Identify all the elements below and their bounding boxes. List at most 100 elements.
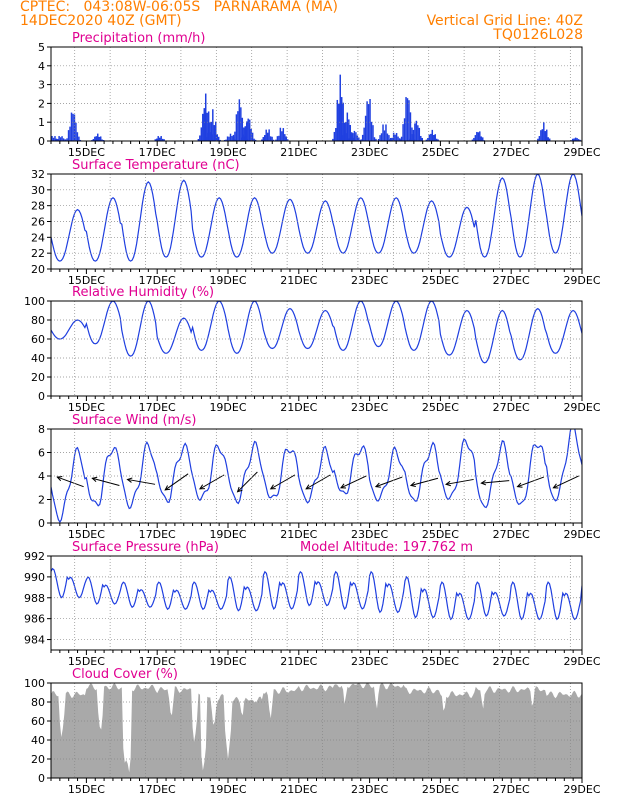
precip-bar bbox=[204, 93, 207, 141]
y-tick-label: 992 bbox=[24, 550, 45, 563]
precip-bar bbox=[287, 139, 289, 141]
precip-bar bbox=[235, 114, 238, 141]
precip-bar bbox=[281, 131, 283, 141]
wind-arrow-head bbox=[374, 482, 381, 488]
x-tick-label: 29DEC bbox=[563, 528, 600, 541]
precip-bar bbox=[418, 127, 421, 141]
x-tick-label: 17DEC bbox=[139, 783, 176, 796]
precip-bar bbox=[537, 138, 539, 141]
wind-arrow bbox=[410, 477, 439, 486]
precip-bar bbox=[335, 128, 337, 141]
precip-bar bbox=[579, 139, 581, 141]
precip-bar bbox=[338, 103, 340, 141]
wind-arrow-head bbox=[126, 477, 133, 483]
precip-bar bbox=[56, 139, 59, 141]
series-line bbox=[51, 567, 582, 621]
y-tick-label: 40 bbox=[31, 352, 45, 365]
precip-bar bbox=[474, 135, 477, 141]
x-tick-label: 29DEC bbox=[563, 274, 600, 287]
y-tick-label: 100 bbox=[24, 295, 45, 308]
wind-arrow-head bbox=[339, 483, 346, 489]
chart-annotation: Model Altitude: 197.762 m bbox=[300, 540, 473, 555]
wind-arrow-head bbox=[56, 475, 63, 482]
y-tick-label: 0 bbox=[38, 390, 45, 403]
precip-bar bbox=[206, 137, 208, 141]
precip-bar bbox=[346, 112, 349, 141]
y-tick-label: 40 bbox=[31, 734, 45, 747]
precip-bar bbox=[197, 139, 200, 141]
precip-bar bbox=[361, 134, 364, 141]
precip-bar bbox=[248, 119, 251, 141]
precip-bar bbox=[70, 112, 73, 141]
wind-arrow bbox=[199, 474, 225, 490]
precip-bar bbox=[61, 136, 63, 141]
precip-bar bbox=[232, 134, 235, 141]
x-tick-label: 23DEC bbox=[351, 146, 388, 159]
y-tick-label: 4 bbox=[38, 60, 45, 73]
precip-bar bbox=[99, 136, 102, 141]
precip-bar bbox=[55, 139, 57, 141]
precip-bar bbox=[223, 139, 226, 141]
series-group bbox=[51, 301, 582, 364]
precip-bar bbox=[333, 131, 336, 141]
x-tick-label: 21DEC bbox=[280, 401, 317, 414]
precip-bar bbox=[254, 139, 257, 141]
precip-bar bbox=[203, 108, 205, 141]
header-right-1: Vertical Grid Line: 40Z bbox=[426, 13, 583, 29]
precip-bar bbox=[92, 138, 95, 141]
x-tick-label: 17DEC bbox=[139, 146, 176, 159]
precip-bar bbox=[157, 136, 159, 141]
precip-bar bbox=[538, 136, 541, 141]
series-group bbox=[51, 567, 582, 621]
precip-bar bbox=[101, 139, 103, 141]
x-tick-label: 27DEC bbox=[493, 783, 530, 796]
y-tick-label: 28 bbox=[31, 200, 45, 213]
precip-bar bbox=[388, 135, 390, 141]
precip-bar bbox=[266, 132, 269, 141]
precip-bar bbox=[433, 135, 435, 141]
wind-arrow bbox=[127, 478, 156, 485]
x-tick-label: 21DEC bbox=[280, 146, 317, 159]
x-tick-label: 15DEC bbox=[68, 528, 105, 541]
precip-bar bbox=[285, 136, 287, 141]
header-right-2: TQ0126L028 bbox=[493, 27, 583, 43]
wind-arrow bbox=[481, 480, 510, 484]
chart-title: Surface Wind (m/s) bbox=[72, 413, 196, 428]
y-tick-label: 100 bbox=[24, 677, 45, 690]
y-tick-label: 30 bbox=[31, 184, 45, 197]
y-tick-label: 2 bbox=[38, 97, 45, 110]
precip-bar bbox=[367, 104, 370, 141]
precip-bar bbox=[411, 134, 413, 141]
y-tick-label: 6 bbox=[38, 447, 45, 460]
x-tick-label: 27DEC bbox=[493, 274, 530, 287]
precip-bar bbox=[210, 121, 213, 141]
precip-bar bbox=[389, 137, 392, 141]
x-tick-label: 21DEC bbox=[280, 528, 317, 541]
y-tick-label: 0 bbox=[38, 135, 45, 148]
precip-bar bbox=[58, 136, 60, 141]
x-tick-label: 15DEC bbox=[68, 401, 105, 414]
header-line-2: 14DEC2020 40Z (GMT) bbox=[20, 13, 182, 29]
precip-bar bbox=[199, 135, 201, 141]
panel-0: Precipitation (mm/h) 0 1 2 3 4 5 15DEC 17DEC 19DE… bbox=[38, 31, 601, 159]
chart-title: Precipitation (mm/h) bbox=[72, 31, 205, 46]
precip-bar bbox=[577, 139, 580, 141]
precip-bar bbox=[282, 128, 285, 141]
precip-bar bbox=[349, 124, 352, 141]
precip-bar bbox=[72, 113, 74, 141]
precip-bar bbox=[268, 129, 270, 141]
precip-bar bbox=[481, 137, 484, 141]
chart-title: Surface Pressure (hPa) bbox=[72, 540, 219, 555]
x-tick-label: 27DEC bbox=[493, 655, 530, 668]
y-tick-label: 80 bbox=[31, 696, 45, 709]
x-tick-label: 15DEC bbox=[68, 274, 105, 287]
precip-bar bbox=[364, 115, 367, 141]
panel-1: Surface Temperature (nC) 20 22 24 26 28 30 32 15… bbox=[31, 158, 601, 287]
precip-bar bbox=[251, 132, 254, 141]
y-tick-label: 60 bbox=[31, 333, 45, 346]
precip-bar bbox=[394, 134, 396, 141]
precip-bar bbox=[372, 125, 374, 141]
precip-bar bbox=[571, 138, 574, 141]
precip-bar bbox=[216, 134, 218, 141]
